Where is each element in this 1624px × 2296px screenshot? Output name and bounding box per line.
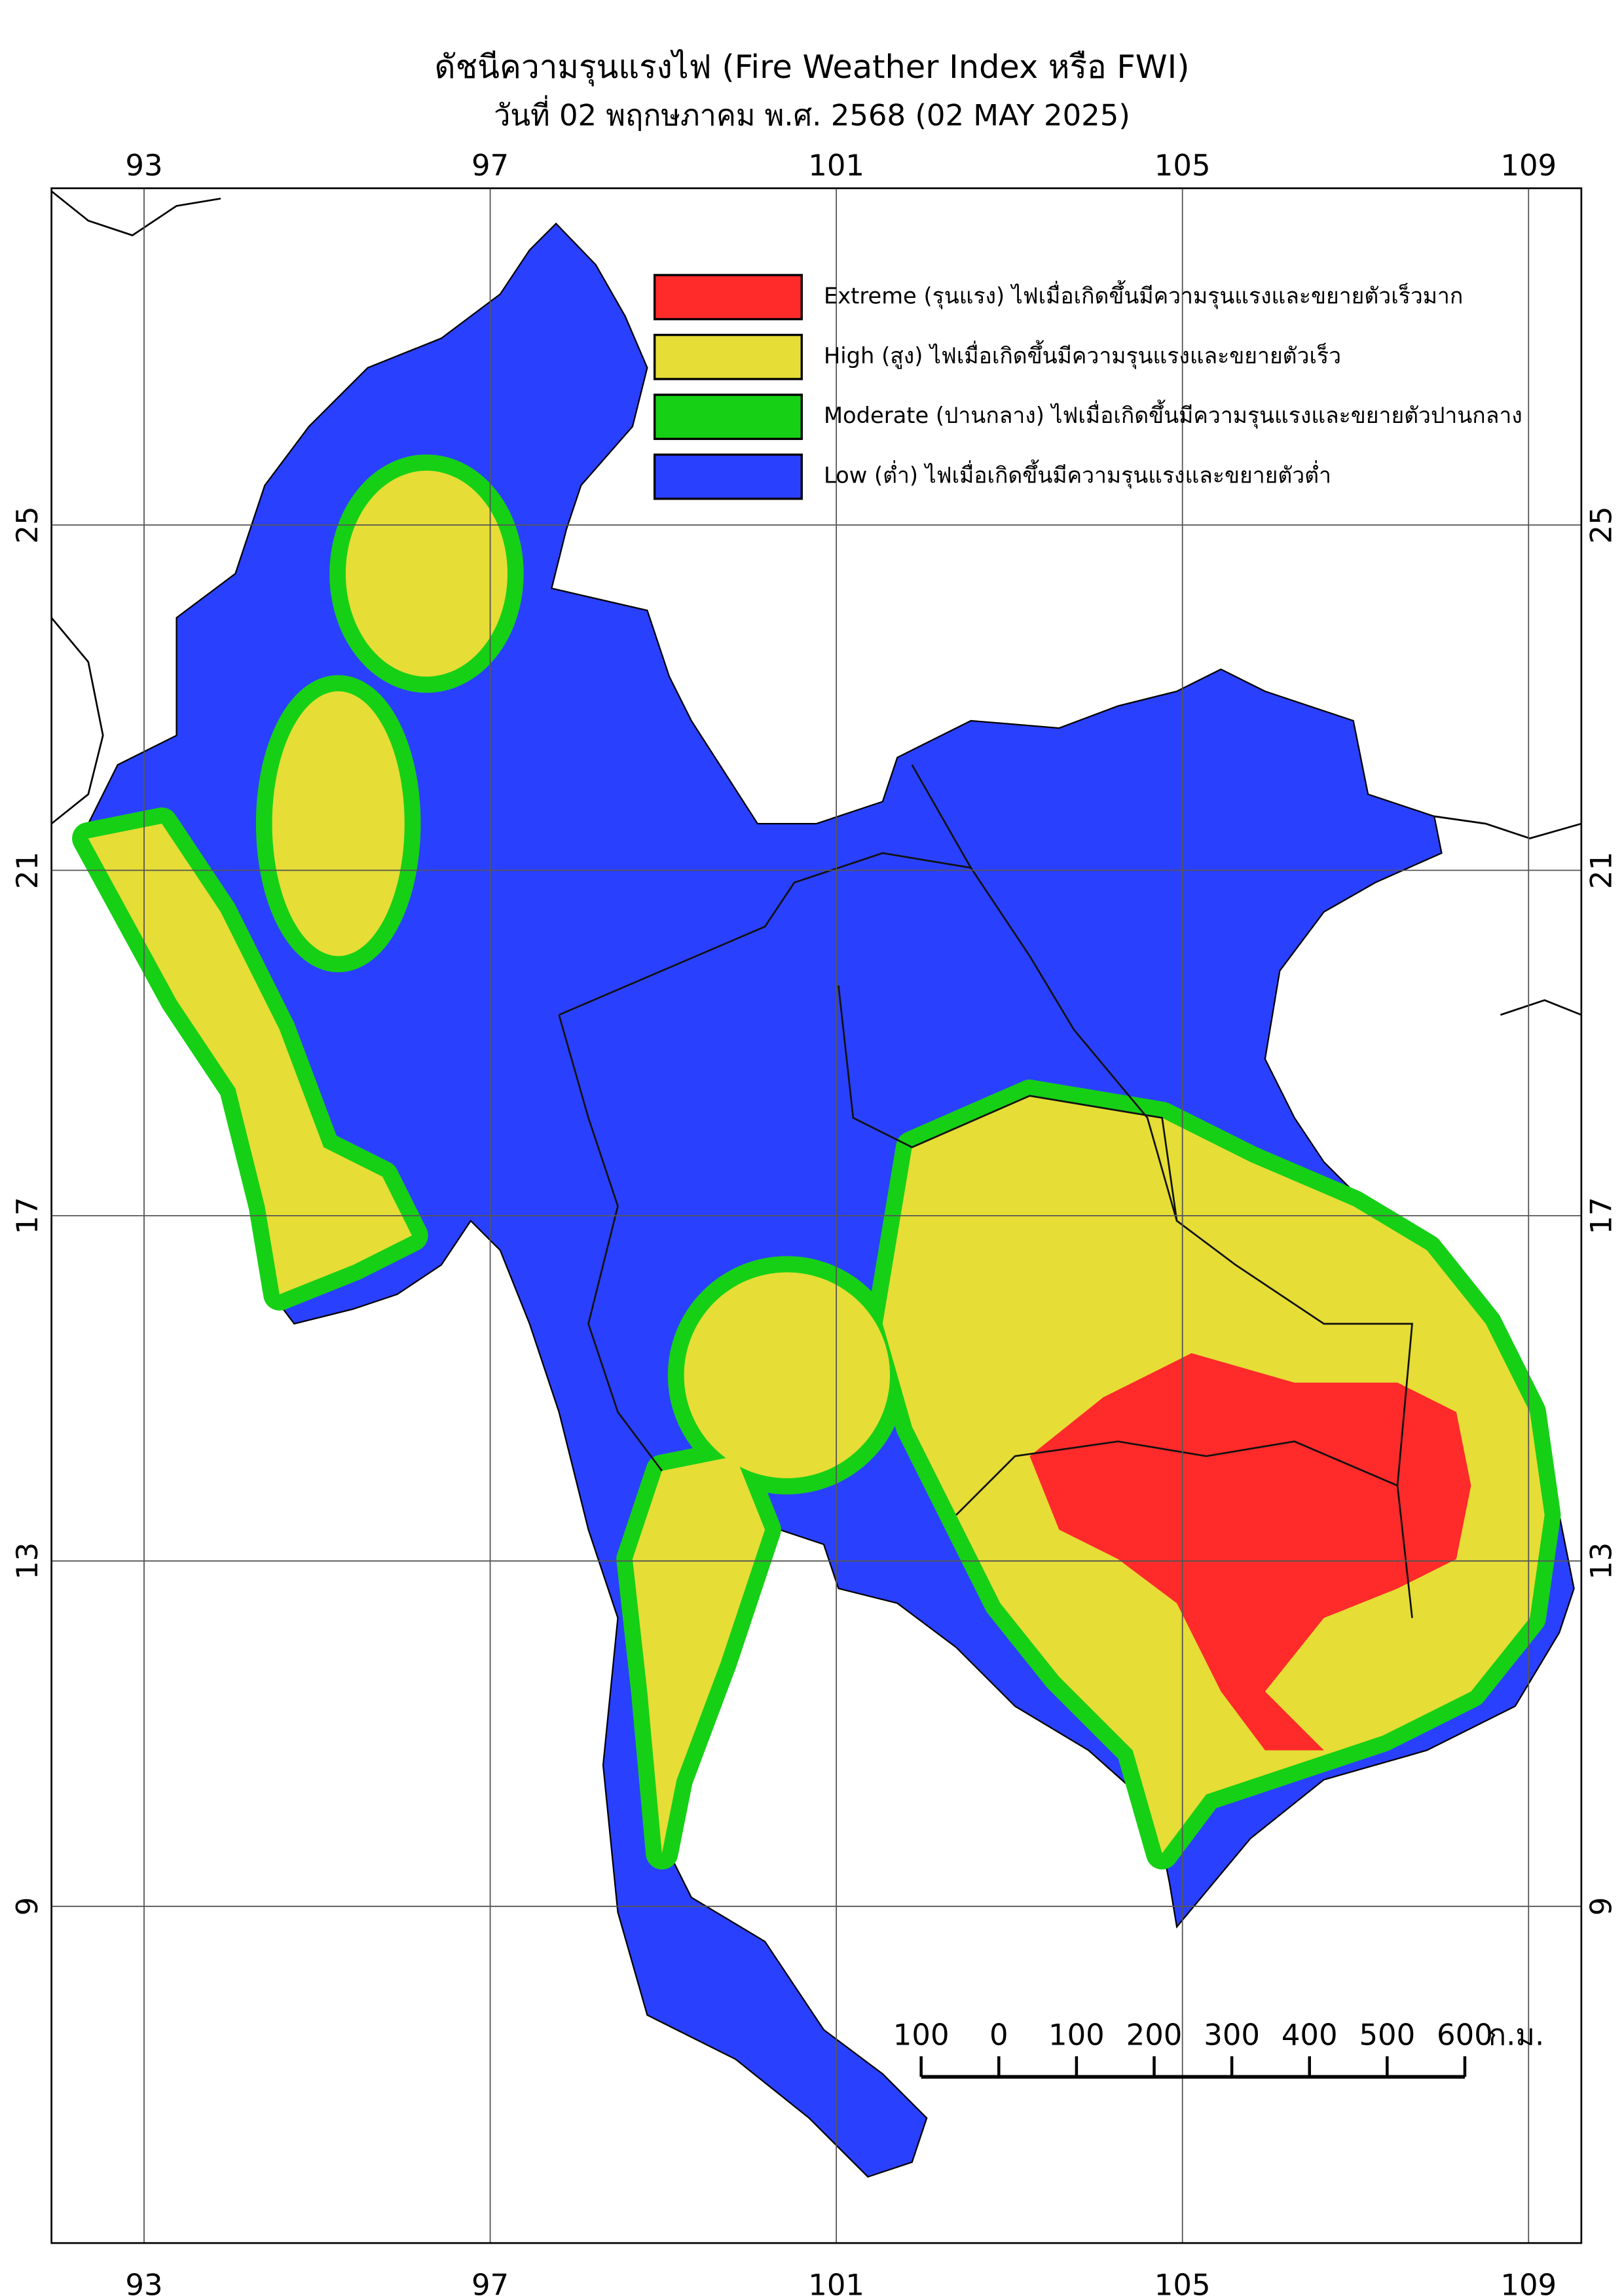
x-tick-label-top: 105 [1154, 148, 1211, 183]
legend-label: High (สูง) ไฟเมื่อเกิดขึ้นมีความรุนแรงแล… [824, 340, 1341, 369]
extreme-area [1029, 1353, 1471, 1751]
scale-unit: ก.ม. [1488, 2018, 1544, 2052]
x-tick-label-top: 109 [1500, 148, 1557, 183]
legend-swatch [653, 453, 803, 500]
scale-tick-label: 300 [1204, 2018, 1260, 2052]
legend-swatch [653, 333, 803, 380]
scale-tick-label: 600 [1437, 2018, 1493, 2052]
y-tick-label-right: 17 [1584, 1197, 1619, 1234]
y-tick-label-left: 9 [10, 1897, 45, 1916]
y-tick-label-left: 25 [10, 506, 45, 543]
scale-tick-label: 100 [893, 2018, 950, 2052]
y-tick-label-right: 25 [1584, 506, 1619, 543]
scale-tick-label: 0 [989, 2018, 1008, 2052]
y-tick-label-left: 13 [10, 1542, 45, 1580]
x-tick-label-bottom: 97 [471, 2268, 509, 2296]
y-tick-label-left: 17 [10, 1197, 45, 1234]
china-coast [50, 191, 1582, 1016]
x-tick-label-top: 97 [471, 148, 509, 183]
y-tick-label-right: 13 [1584, 1542, 1619, 1580]
scale-tick-label: 500 [1359, 2018, 1415, 2052]
land-layer [50, 191, 1582, 2178]
scale-tick-label: 100 [1048, 2018, 1105, 2052]
legend-label: Moderate (ปานกลาง) ไฟเมื่อเกิดขึ้นมีความ… [824, 399, 1522, 429]
map-title: ดัชนีความรุนแรงไฟ (Fire Weather Index หร… [435, 48, 1190, 86]
high-areas [88, 470, 1545, 1853]
map-subtitle: วันที่ 02 พฤกษภาคม พ.ศ. 2568 (02 MAY 202… [494, 95, 1130, 133]
x-tick-label-bottom: 109 [1500, 2268, 1557, 2296]
legend-label: Extreme (รุนแรง) ไฟเมื่อเกิดขึ้นมีความรุ… [824, 280, 1463, 309]
legend-swatch [653, 393, 803, 441]
scale-tick-label: 400 [1282, 2018, 1338, 2052]
map-frame [50, 187, 1583, 2244]
legend-swatch [653, 274, 803, 321]
x-tick-label-top: 101 [808, 148, 864, 183]
country-borders [558, 764, 1413, 1618]
x-tick-label-bottom: 105 [1154, 2268, 1211, 2296]
y-tick-label-left: 21 [10, 852, 45, 889]
x-tick-label-bottom: 101 [808, 2268, 864, 2296]
legend: Extreme (รุนแรง) ไฟเมื่อเกิดขึ้นมีความรุ… [653, 274, 1522, 500]
y-tick-label-right: 21 [1584, 852, 1619, 889]
y-tick-label-right: 9 [1584, 1897, 1619, 1916]
scale-tick-label: 200 [1126, 2018, 1183, 2052]
legend-label: Low (ต่ำ) ไฟเมื่อเกิดขึ้นมีความรุนแรงและ… [824, 460, 1331, 489]
x-tick-label-top: 93 [125, 148, 162, 183]
x-tick-label-bottom: 93 [125, 2268, 162, 2296]
